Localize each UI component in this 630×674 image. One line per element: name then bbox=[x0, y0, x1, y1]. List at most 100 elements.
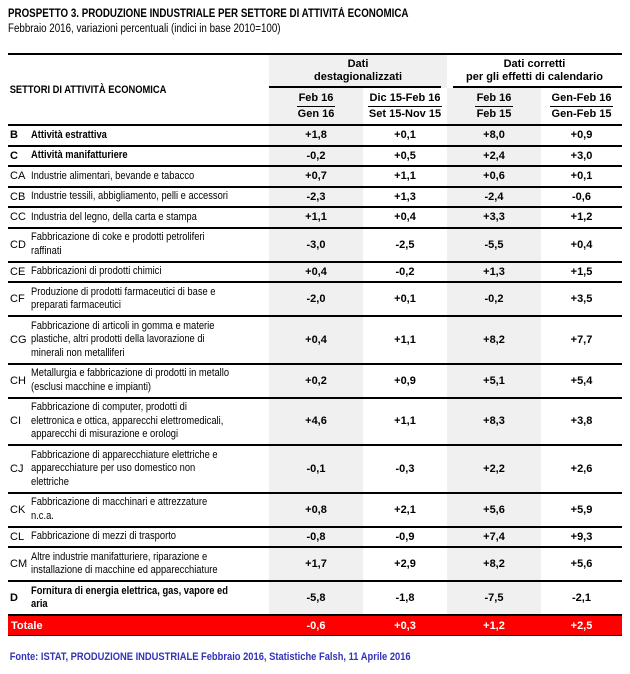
row-value: -0,2 bbox=[395, 265, 415, 278]
row-code: CF bbox=[10, 293, 25, 305]
row-value: -2,3 bbox=[269, 187, 363, 206]
table-row: B Attività estrattiva +1,8 +0,1 +8,0 +0,9 bbox=[8, 126, 622, 147]
table-row: D Fornitura di energia elettrica, gas, va… bbox=[8, 582, 622, 616]
row-value: +7,4 bbox=[447, 527, 541, 546]
page-title: PROSPETTO 3. PRODUZIONE INDUSTRIALE PER … bbox=[8, 8, 409, 20]
row-code: CI bbox=[10, 415, 21, 428]
row-label: Produzione di prodotti farmaceutici di b… bbox=[31, 285, 216, 312]
table-row: CJ Fabbricazione di apparecchiature elett… bbox=[8, 446, 622, 494]
row-value: +2,4 bbox=[447, 146, 541, 165]
table-row: CA Industrie alimentari, bevande e tabacc… bbox=[8, 167, 622, 188]
table-row: CB Industrie tessili, abbigliamento, pell… bbox=[8, 187, 622, 208]
row-value: +0,4 bbox=[394, 211, 416, 224]
row-code: CG bbox=[10, 333, 27, 346]
row-value: +1,1 bbox=[394, 170, 416, 183]
row-value: +0,8 bbox=[269, 493, 363, 526]
row-value: +8,2 bbox=[447, 317, 541, 363]
total-value: -0,6 bbox=[306, 619, 326, 632]
row-value: +0,4 bbox=[269, 317, 363, 363]
row-label: Industria del legno, della carta e stamp… bbox=[31, 210, 197, 223]
total-value: +0,3 bbox=[394, 619, 416, 632]
subcol-denominator: Gen 16 bbox=[297, 108, 335, 120]
row-label: Fornitura di energia elettrica, gas, vap… bbox=[31, 584, 228, 611]
row-value: +9,3 bbox=[570, 530, 593, 543]
prospetto-table: SETTORI DI ATTIVITÀ ECONOMICA Dati desta… bbox=[8, 53, 622, 636]
row-value: +0,4 bbox=[269, 262, 363, 281]
row-value: -0,9 bbox=[395, 530, 415, 543]
subcol-header: Feb 16 Feb 15 bbox=[447, 88, 541, 124]
page-subtitle: Febbraio 2016, variazioni percentuali (i… bbox=[8, 23, 281, 35]
row-label: Fabbricazione di articoli in gomma e mat… bbox=[31, 319, 215, 359]
table-row: CI Fabbricazione di computer, prodotti di… bbox=[8, 398, 622, 446]
row-value: +5,4 bbox=[570, 374, 593, 387]
row-label: Fabbricazione di mezzi di trasporto bbox=[31, 530, 176, 542]
subcol-header: Feb 16 Gen 16 bbox=[269, 88, 363, 124]
row-code: CB bbox=[10, 190, 26, 203]
row-value: +0,2 bbox=[269, 364, 363, 397]
row-value: -0,3 bbox=[395, 462, 415, 475]
table-row: C Attività manifatturiere -0,2 +0,5 +2,4 +3,0 bbox=[8, 146, 622, 167]
total-value: +1,2 bbox=[483, 619, 505, 632]
row-label: Industrie tessili, abbigliamento, pelli … bbox=[31, 190, 228, 202]
subcol-denominator: Gen-Feb 15 bbox=[551, 108, 612, 120]
row-code: CA bbox=[10, 170, 26, 183]
row-code: CH bbox=[10, 374, 26, 387]
row-value: +8,2 bbox=[447, 548, 541, 580]
row-label: Fabbricazione di apparecchiature elettri… bbox=[31, 448, 218, 488]
row-value: +3,5 bbox=[570, 293, 593, 305]
row-label: Industrie alimentari, bevande e tabacco bbox=[31, 169, 195, 182]
row-value: +2,9 bbox=[394, 558, 416, 570]
row-code: CC bbox=[10, 211, 26, 224]
row-value: +1,2 bbox=[570, 211, 593, 224]
subcol-numerator: Dic 15-Feb 16 bbox=[367, 91, 443, 107]
row-code: B bbox=[10, 129, 18, 142]
row-value: +5,1 bbox=[447, 364, 541, 397]
row-value: +1,1 bbox=[394, 415, 416, 428]
row-label: Fabbricazione di macchinari e attrezzatu… bbox=[31, 496, 208, 522]
group-header-calendario: Dati corretti per gli effetti di calenda… bbox=[447, 55, 622, 88]
row-code: CD bbox=[10, 238, 26, 251]
row-value: +3,3 bbox=[447, 208, 541, 227]
row-code: CL bbox=[10, 530, 25, 543]
row-value: -3,0 bbox=[269, 228, 363, 261]
row-code: CJ bbox=[10, 462, 24, 475]
row-value: -2,4 bbox=[447, 187, 541, 206]
table-row: CL Fabbricazione di mezzi di trasporto -0,… bbox=[8, 527, 622, 548]
row-value: +1,3 bbox=[394, 190, 416, 203]
row-value: -2,1 bbox=[572, 592, 591, 604]
subcol-numerator: Feb 16 bbox=[296, 91, 336, 107]
row-value: -5,8 bbox=[269, 582, 363, 614]
table-row: CK Fabbricazione di macchinari e attrezza… bbox=[8, 493, 622, 528]
row-value: -2,0 bbox=[269, 283, 363, 315]
row-value: +1,7 bbox=[269, 548, 363, 580]
row-value: -1,8 bbox=[395, 592, 415, 604]
row-label: Metallurgia e fabbricazione di prodotti … bbox=[31, 367, 230, 393]
table-body: B Attività estrattiva +1,8 +0,1 +8,0 +0,9 C Att… bbox=[8, 126, 622, 616]
row-value: +3,0 bbox=[570, 149, 593, 162]
row-value: +1,5 bbox=[570, 265, 593, 278]
subcol-header: Dic 15-Feb 16 Set 15-Nov 15 bbox=[363, 88, 447, 124]
row-value: -5,5 bbox=[447, 228, 541, 261]
subcol-denominator: Set 15-Nov 15 bbox=[368, 108, 442, 120]
row-value: +1,1 bbox=[269, 208, 363, 227]
row-value: +0,4 bbox=[570, 238, 593, 251]
row-value: +1,1 bbox=[394, 333, 416, 346]
row-value: +0,9 bbox=[394, 374, 416, 387]
row-value: +7,7 bbox=[570, 333, 593, 346]
row-value: +3,8 bbox=[570, 415, 593, 428]
subcol-denominator: Feb 15 bbox=[476, 108, 512, 120]
row-value: +0,9 bbox=[570, 129, 593, 142]
row-code: CK bbox=[10, 503, 26, 516]
row-label: Attività estrattiva bbox=[31, 128, 107, 141]
row-label: Fabbricazione di computer, prodotti di e… bbox=[31, 401, 224, 440]
table-row: CD Fabbricazione di coke e prodotti petro… bbox=[8, 228, 622, 263]
total-value: +2,5 bbox=[570, 619, 593, 632]
subcol-numerator: Gen-Feb 16 bbox=[549, 91, 614, 107]
row-value: -0,6 bbox=[572, 190, 591, 203]
subcol-header: Gen-Feb 16 Gen-Feb 15 bbox=[541, 88, 622, 124]
row-value: -0,8 bbox=[269, 527, 363, 546]
row-value: +8,0 bbox=[447, 126, 541, 145]
row-value: +5,6 bbox=[447, 493, 541, 526]
row-value: +2,2 bbox=[447, 446, 541, 492]
